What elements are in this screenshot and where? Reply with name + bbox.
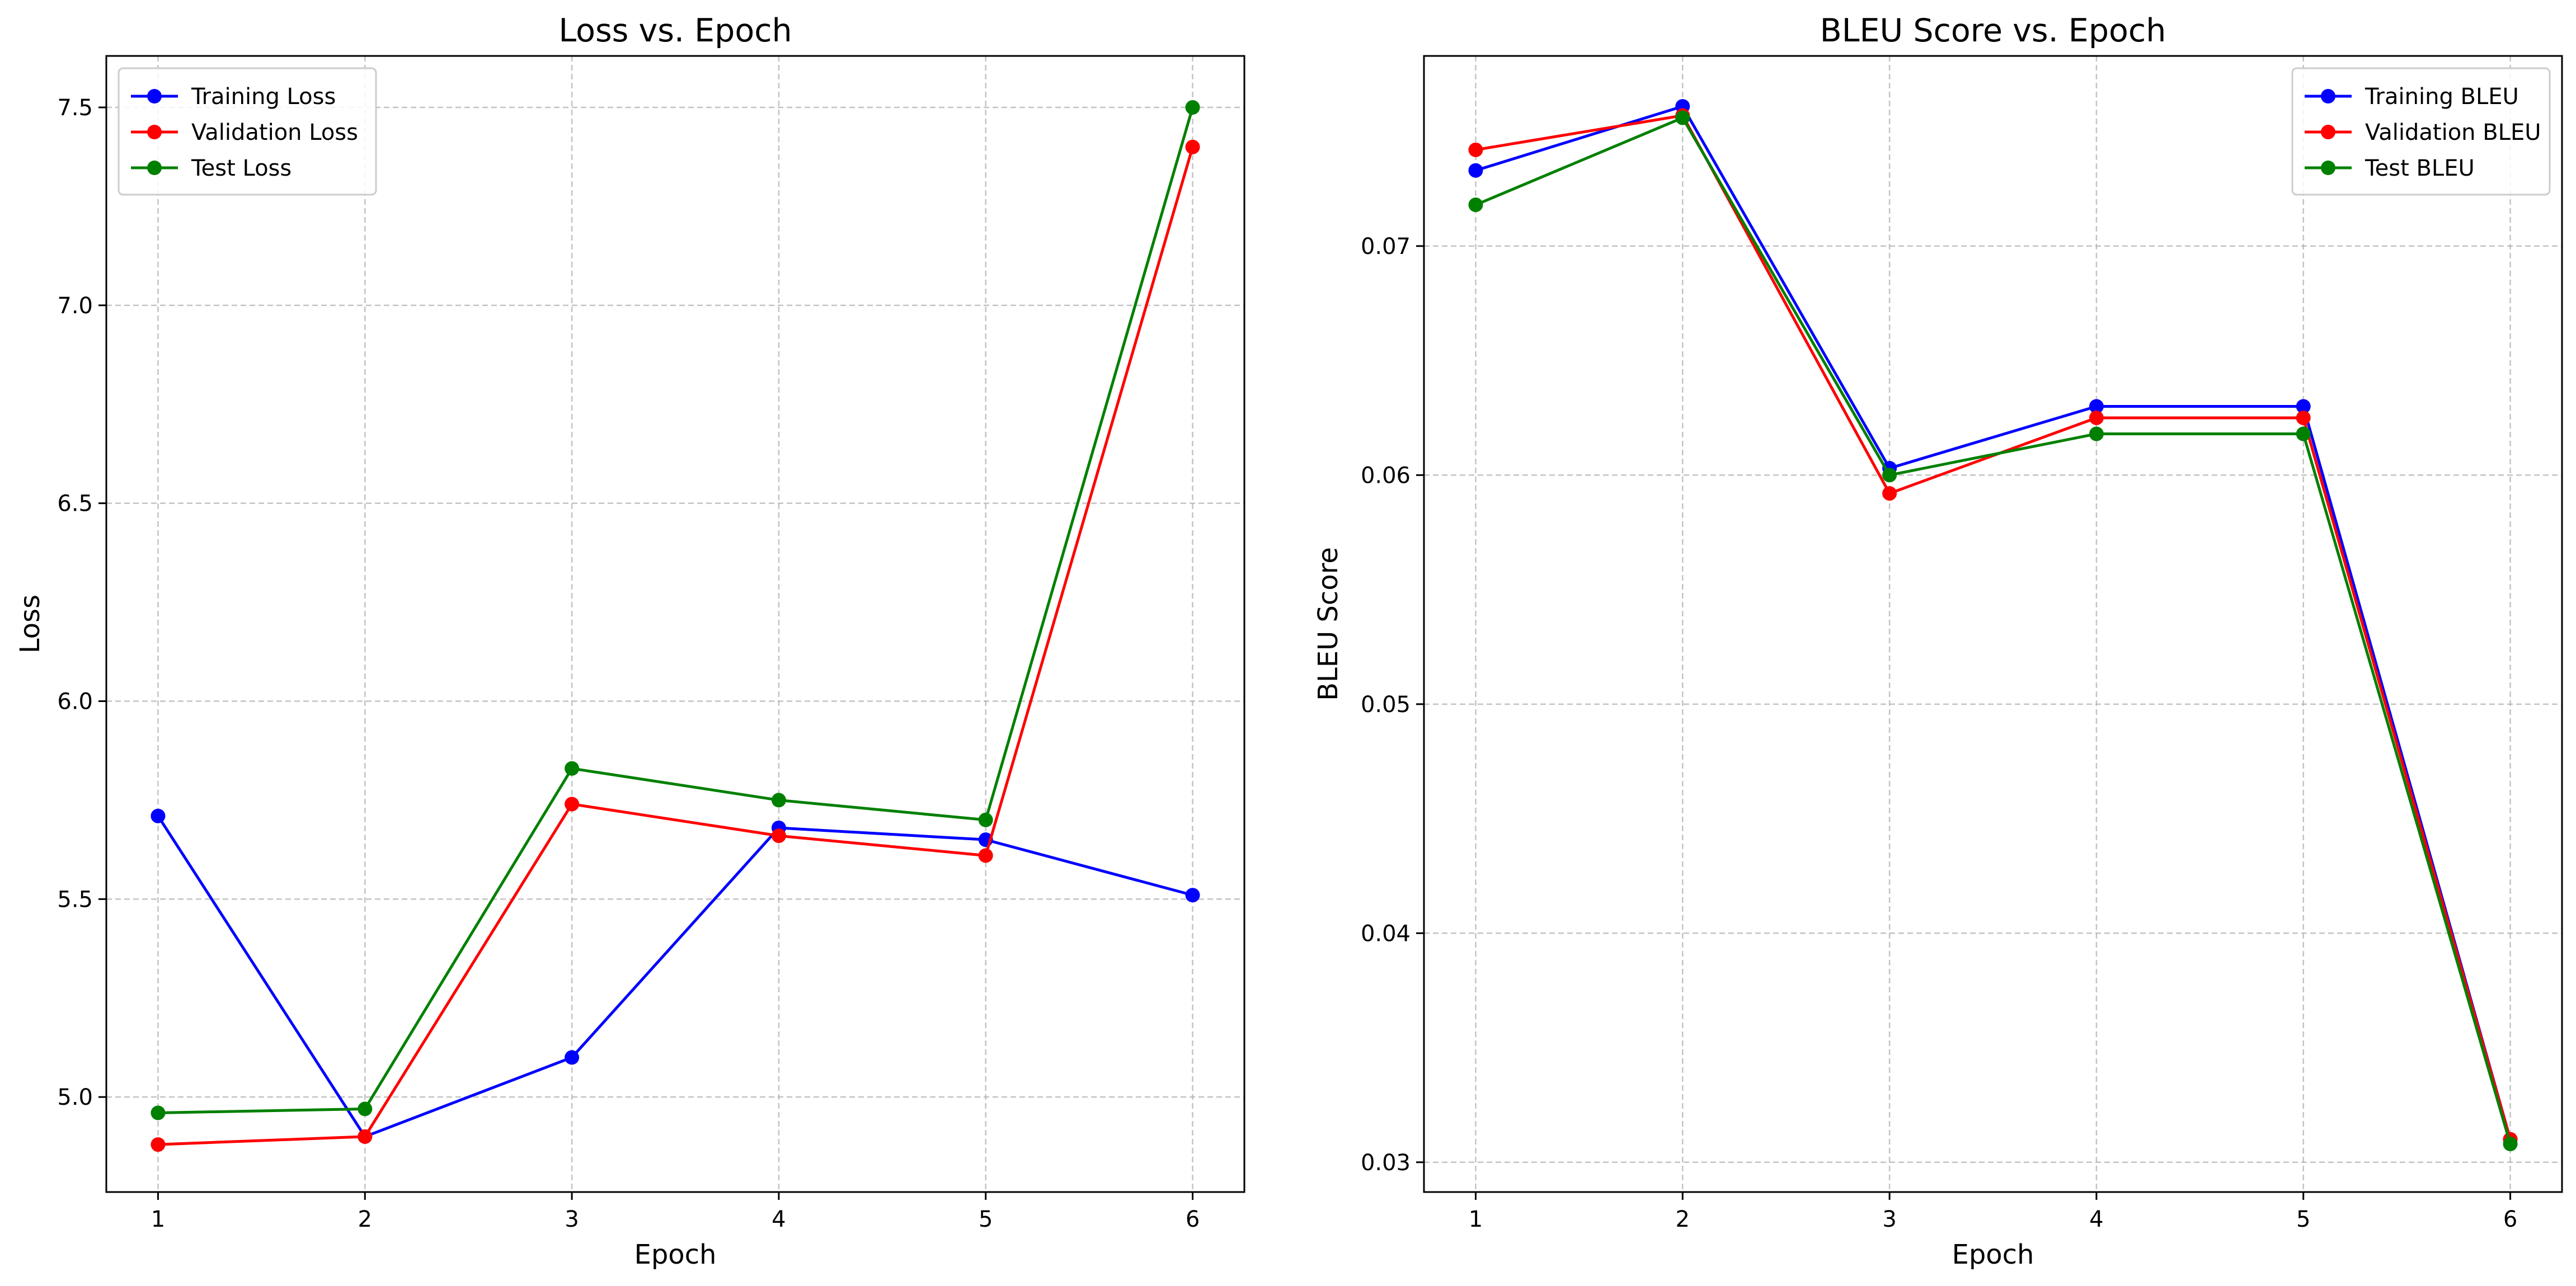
x-tick-label: 4 xyxy=(2089,1207,2103,1232)
y-tick-label: 0.07 xyxy=(1361,234,1411,260)
legend-entry: Training Loss xyxy=(191,84,336,110)
panel2-series-3 xyxy=(1468,110,2518,1152)
data-point xyxy=(565,797,580,812)
legend-entry: Validation Loss xyxy=(191,120,358,145)
y-tick-label: 0.06 xyxy=(1361,463,1411,488)
y-tick-label: 6.0 xyxy=(57,689,93,714)
legend-entry: Validation BLEU xyxy=(2365,120,2541,145)
data-point xyxy=(2503,1137,2518,1152)
legend-entry: Test Loss xyxy=(191,156,292,181)
y-tick-label: 5.5 xyxy=(57,887,93,912)
series-line xyxy=(1475,105,2512,1140)
data-point xyxy=(565,1050,580,1065)
data-point xyxy=(358,1129,373,1144)
data-point xyxy=(2089,399,2104,414)
x-tick-label: 1 xyxy=(1469,1207,1483,1232)
data-point xyxy=(978,812,993,827)
data-point xyxy=(1882,468,1897,483)
panel1-y-axis-label: Loss xyxy=(15,595,46,653)
data-point xyxy=(1675,110,1690,125)
x-tick-label: 1 xyxy=(151,1207,165,1232)
series-line xyxy=(158,147,1194,1146)
y-tick-label: 6.5 xyxy=(57,491,93,517)
y-tick-label: 5.0 xyxy=(57,1085,93,1110)
x-tick-label: 5 xyxy=(2296,1207,2310,1232)
x-tick-label: 3 xyxy=(1882,1207,1896,1232)
data-point xyxy=(2296,410,2311,425)
legend-marker xyxy=(2321,161,2335,175)
data-point xyxy=(151,1105,166,1120)
y-tick-label: 0.05 xyxy=(1361,692,1411,718)
panel2-y-axis-label: BLEU Score xyxy=(1313,547,1344,701)
panel1-series-1 xyxy=(151,808,1200,1144)
legend-marker xyxy=(147,161,162,175)
data-point xyxy=(151,1137,166,1152)
panel1-chart: 1 2 3 4 5 6 5.0 5.5 6.0 6.5 7.0 7.5 Loss vs. Epoch Ep… xyxy=(15,12,1245,1270)
data-point xyxy=(1882,486,1897,501)
y-tick-label: 7.5 xyxy=(57,95,93,121)
data-point xyxy=(358,1101,373,1117)
x-tick-label: 6 xyxy=(1186,1207,1200,1232)
legend-entry: Training BLEU xyxy=(2365,84,2519,110)
x-tick-label: 2 xyxy=(1676,1207,1690,1232)
panel2-x-axis-label: Epoch xyxy=(1952,1239,2034,1270)
y-tick-label: 0.04 xyxy=(1361,921,1411,946)
data-point xyxy=(1468,197,1483,213)
legend-box xyxy=(2291,67,2551,196)
data-point xyxy=(1468,142,1483,157)
legend-marker xyxy=(2321,125,2335,139)
data-point xyxy=(2089,426,2104,441)
data-point xyxy=(1185,888,1200,903)
data-point xyxy=(151,808,166,823)
data-point xyxy=(1468,163,1483,178)
y-tick-label: 0.03 xyxy=(1361,1150,1411,1176)
x-tick-label: 2 xyxy=(358,1207,372,1232)
panel2-axes-frame xyxy=(1423,55,2563,1193)
panel1-title: Loss vs. Epoch xyxy=(558,12,792,49)
panel2-chart: 1 2 3 4 5 6 0.03 0.04 0.05 0.06 0.07 BLEU Score vs.… xyxy=(1313,12,2563,1270)
x-tick-label: 3 xyxy=(565,1207,579,1232)
data-point xyxy=(565,761,580,776)
legend-marker xyxy=(147,125,162,139)
legend-marker xyxy=(147,89,162,103)
data-point xyxy=(771,793,786,808)
legend-marker xyxy=(2321,89,2335,103)
data-point xyxy=(2296,426,2311,441)
panel1-grid xyxy=(106,56,1244,1192)
panel1-axes-frame xyxy=(105,55,1245,1193)
panel2-legend: Training BLEU Validation BLEU Test BLEU xyxy=(2291,67,2551,196)
data-point xyxy=(978,848,993,863)
panel2-grid xyxy=(1424,56,2562,1192)
series-line xyxy=(158,107,1194,1114)
data-point xyxy=(2089,410,2104,425)
series-line xyxy=(1475,114,2512,1140)
data-point xyxy=(1185,100,1200,115)
x-tick-label: 4 xyxy=(772,1207,786,1232)
panel1-series-2 xyxy=(151,139,1200,1152)
panel2-title: BLEU Score vs. Epoch xyxy=(1820,12,2166,49)
panel1-legend: Training Loss Validation Loss Test Loss xyxy=(117,67,377,196)
series-line xyxy=(157,815,1193,1138)
data-point xyxy=(2296,399,2311,414)
x-tick-label: 6 xyxy=(2503,1207,2517,1232)
data-point xyxy=(771,828,786,844)
legend-box xyxy=(117,67,377,196)
y-tick-label: 7.0 xyxy=(57,293,93,319)
legend-entry: Test BLEU xyxy=(2365,156,2475,181)
panel2-series-1 xyxy=(1468,99,2518,1147)
data-point xyxy=(1185,139,1200,154)
series-line xyxy=(1475,116,2512,1144)
panel1-series-3 xyxy=(151,100,1200,1120)
x-tick-label: 5 xyxy=(979,1207,993,1232)
panel1-x-axis-label: Epoch xyxy=(634,1239,717,1270)
